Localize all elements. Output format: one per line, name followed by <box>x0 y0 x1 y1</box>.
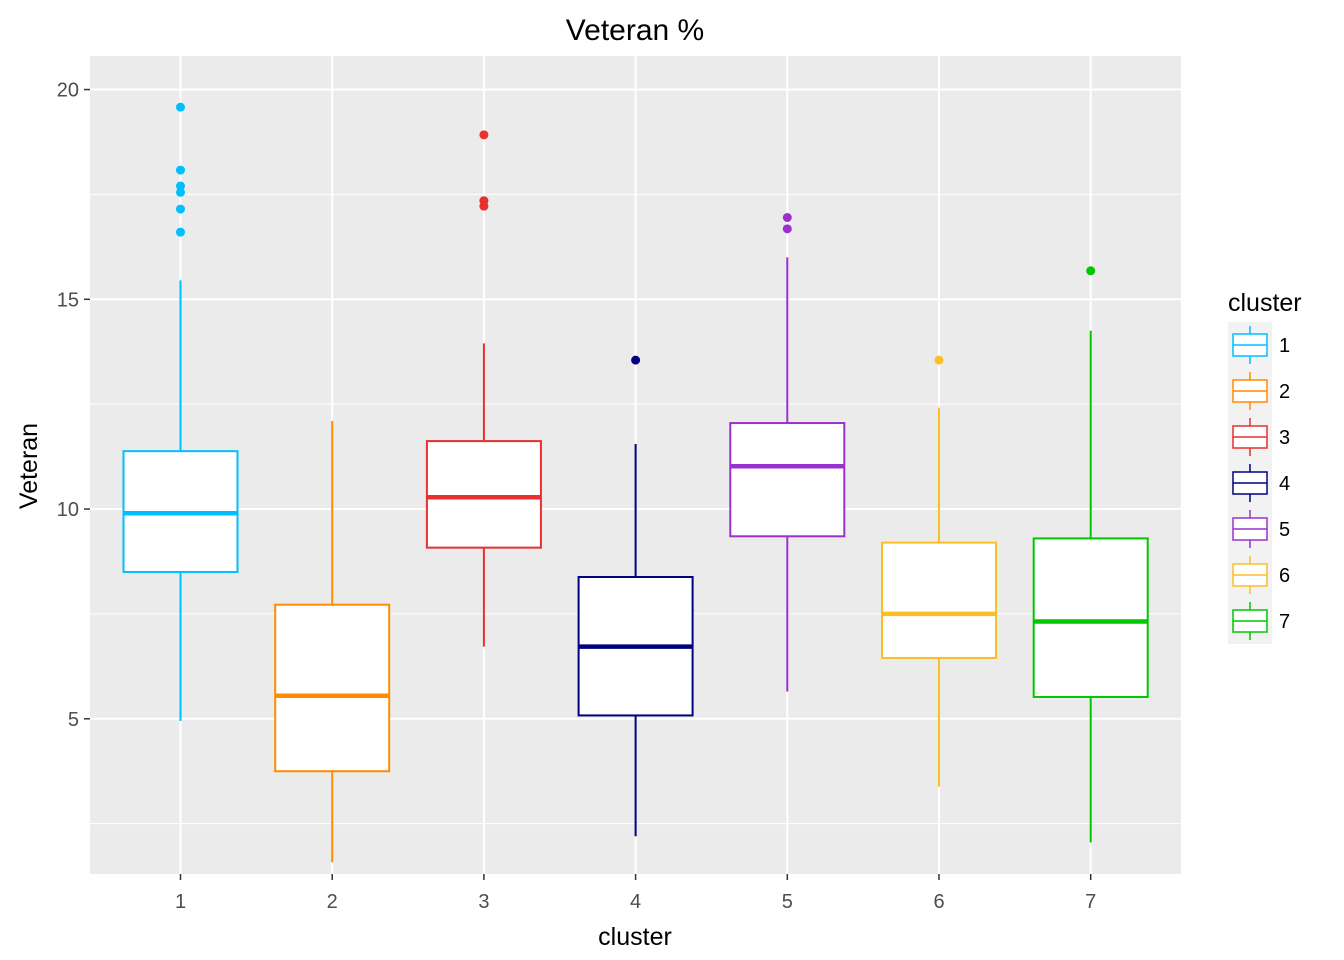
outlier-point <box>176 181 185 191</box>
box-cluster-7 <box>1032 266 1149 843</box>
legend: cluster 1 2 3 4 5 6 7 <box>1228 289 1302 644</box>
y-tick-label: 20 <box>57 80 79 102</box>
box-cluster-5 <box>729 213 846 692</box>
legend-label: 1 <box>1279 335 1290 357</box>
x-tick-label: 5 <box>782 891 793 913</box>
legend-label: 5 <box>1279 519 1290 541</box>
legend-keys: 1 2 3 4 5 6 7 <box>1228 322 1290 644</box>
box-iqr <box>425 440 542 549</box>
legend-label: 7 <box>1279 611 1290 633</box>
box-iqr <box>1032 537 1149 698</box>
x-tick-label: 1 <box>175 891 186 913</box>
chart-title: Veteran % <box>566 14 704 47</box>
outlier-point <box>176 102 185 112</box>
y-tick-label: 5 <box>68 709 79 731</box>
outlier-point <box>479 130 489 140</box>
legend-item-4: 4 <box>1228 460 1290 506</box>
x-tick-label: 4 <box>630 891 641 913</box>
legend-label: 3 <box>1279 427 1290 449</box>
y-axis: 5 10 15 20 <box>57 80 90 731</box>
box-cluster-6 <box>881 355 997 787</box>
box-cluster-3 <box>425 130 542 647</box>
outlier-point <box>934 355 944 365</box>
outlier-point <box>176 204 185 214</box>
y-tick-label: 10 <box>57 499 79 521</box>
legend-item-2: 2 <box>1228 368 1290 414</box>
x-tick-label: 7 <box>1085 891 1096 913</box>
legend-title: cluster <box>1228 289 1302 317</box>
legend-item-1: 1 <box>1228 322 1290 368</box>
outlier-point <box>631 355 641 365</box>
legend-label: 6 <box>1279 565 1290 587</box>
legend-item-7: 7 <box>1228 598 1290 644</box>
outlier-point <box>1086 266 1096 276</box>
legend-label: 4 <box>1279 473 1290 495</box>
legend-item-3: 3 <box>1228 414 1290 460</box>
box-cluster-2 <box>274 420 391 863</box>
outlier-point <box>176 165 185 175</box>
box-cluster-1 <box>122 102 239 721</box>
outlier-point <box>176 187 185 197</box>
box-iqr <box>274 603 391 773</box>
x-axis: 1 2 3 4 5 6 7 <box>175 874 1096 913</box>
x-tick-label: 3 <box>478 891 489 913</box>
outlier-point <box>782 224 792 234</box>
box-iqr <box>729 422 846 538</box>
outlier-point <box>479 196 489 206</box>
y-tick-label: 15 <box>57 289 79 311</box>
outlier-point <box>782 213 792 223</box>
x-axis-title: cluster <box>598 923 672 951</box>
legend-item-5: 5 <box>1228 506 1290 552</box>
legend-label: 2 <box>1279 381 1290 403</box>
box-cluster-4 <box>577 355 694 837</box>
outlier-point <box>176 227 185 237</box>
box-group <box>122 102 1149 863</box>
box-iqr <box>881 541 997 659</box>
x-tick-label: 2 <box>327 891 338 913</box>
legend-item-6: 6 <box>1228 552 1290 598</box>
x-tick-label: 6 <box>933 891 944 913</box>
y-axis-title: Veteran <box>15 423 43 509</box>
